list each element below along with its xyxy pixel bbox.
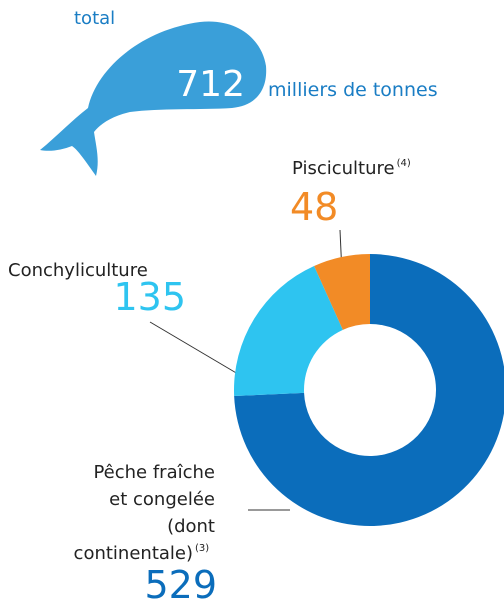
- leader-line: [149, 321, 239, 375]
- segment-value: 135: [113, 275, 186, 319]
- fish-illustration: [40, 21, 267, 177]
- segment-label: continentale): [74, 543, 193, 564]
- segment-note: (4): [397, 158, 411, 169]
- total-value: 712: [176, 64, 245, 105]
- segment-value: 529: [144, 563, 217, 607]
- segment-label: (dont: [167, 516, 215, 537]
- total-unit: milliers de tonnes: [268, 79, 438, 101]
- segment-label: Pêche fraîche: [93, 462, 215, 483]
- donut-segment: [234, 266, 343, 396]
- segment-note: (3): [195, 543, 209, 554]
- segment-label: Pisciculture: [292, 158, 395, 179]
- total-title: total: [74, 8, 115, 29]
- donut-segment: [234, 254, 504, 526]
- segment-label: et congelée: [109, 489, 215, 510]
- segment-value: 48: [290, 185, 338, 229]
- donut-segment: [314, 254, 370, 330]
- segment-label: Conchyliculture: [8, 260, 148, 281]
